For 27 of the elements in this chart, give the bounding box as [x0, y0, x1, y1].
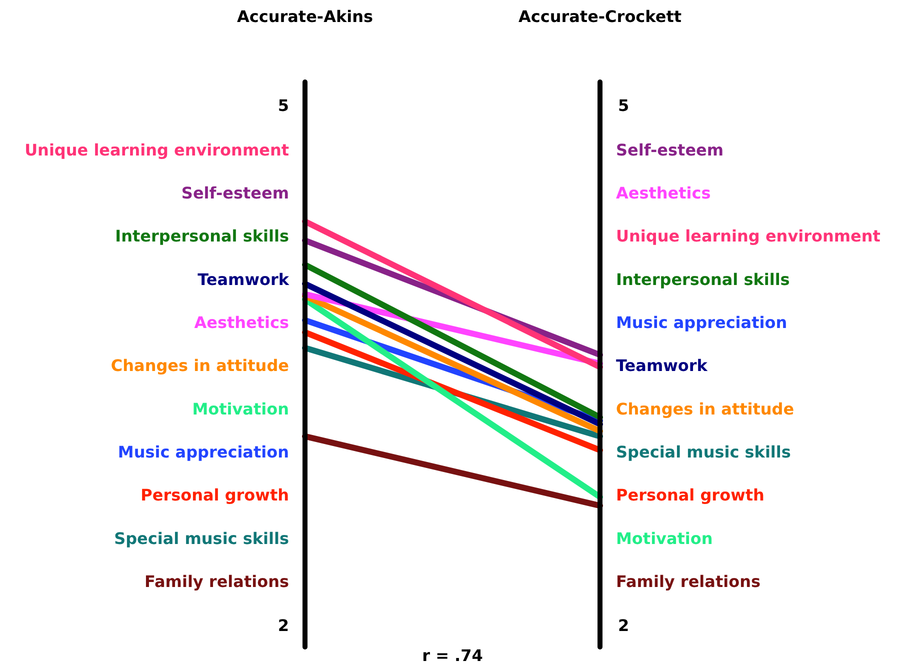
text: Family relations — [616, 572, 760, 591]
x-tick-label: Accurate-Akins — [237, 7, 373, 26]
text: Special music skills — [114, 528, 289, 548]
y2-tick-label: 2 — [618, 616, 630, 636]
series-label: Teamwork — [198, 270, 290, 289]
text: Self-esteem — [181, 184, 289, 203]
text: Teamwork — [616, 356, 708, 376]
text: Aesthetics — [616, 184, 711, 203]
text: Personal growth — [616, 486, 764, 505]
series-label: Special music skills — [616, 442, 791, 462]
series-label: Changes in attitude — [616, 399, 794, 418]
x-tick-label: Accurate-Crockett — [518, 7, 682, 26]
text: Self-esteem — [616, 140, 724, 160]
text: Motivation — [616, 528, 713, 548]
text: Music appreciation — [616, 312, 788, 332]
text: Changes in attitude — [110, 356, 289, 376]
y2-tick-label: 5 — [618, 96, 630, 116]
text: Family relations — [144, 572, 289, 591]
text: Interpersonal skills — [616, 270, 790, 289]
text: Unique learning environment — [616, 226, 880, 246]
text: Unique learning environment — [24, 140, 290, 160]
text: Personal growth — [140, 486, 289, 505]
text: r = .74 — [422, 646, 483, 666]
series-label: Aesthetics — [194, 312, 289, 332]
text: Music appreciation — [118, 442, 289, 462]
text: Motivation — [192, 399, 289, 418]
series-label: Interpersonal skills — [115, 226, 289, 246]
